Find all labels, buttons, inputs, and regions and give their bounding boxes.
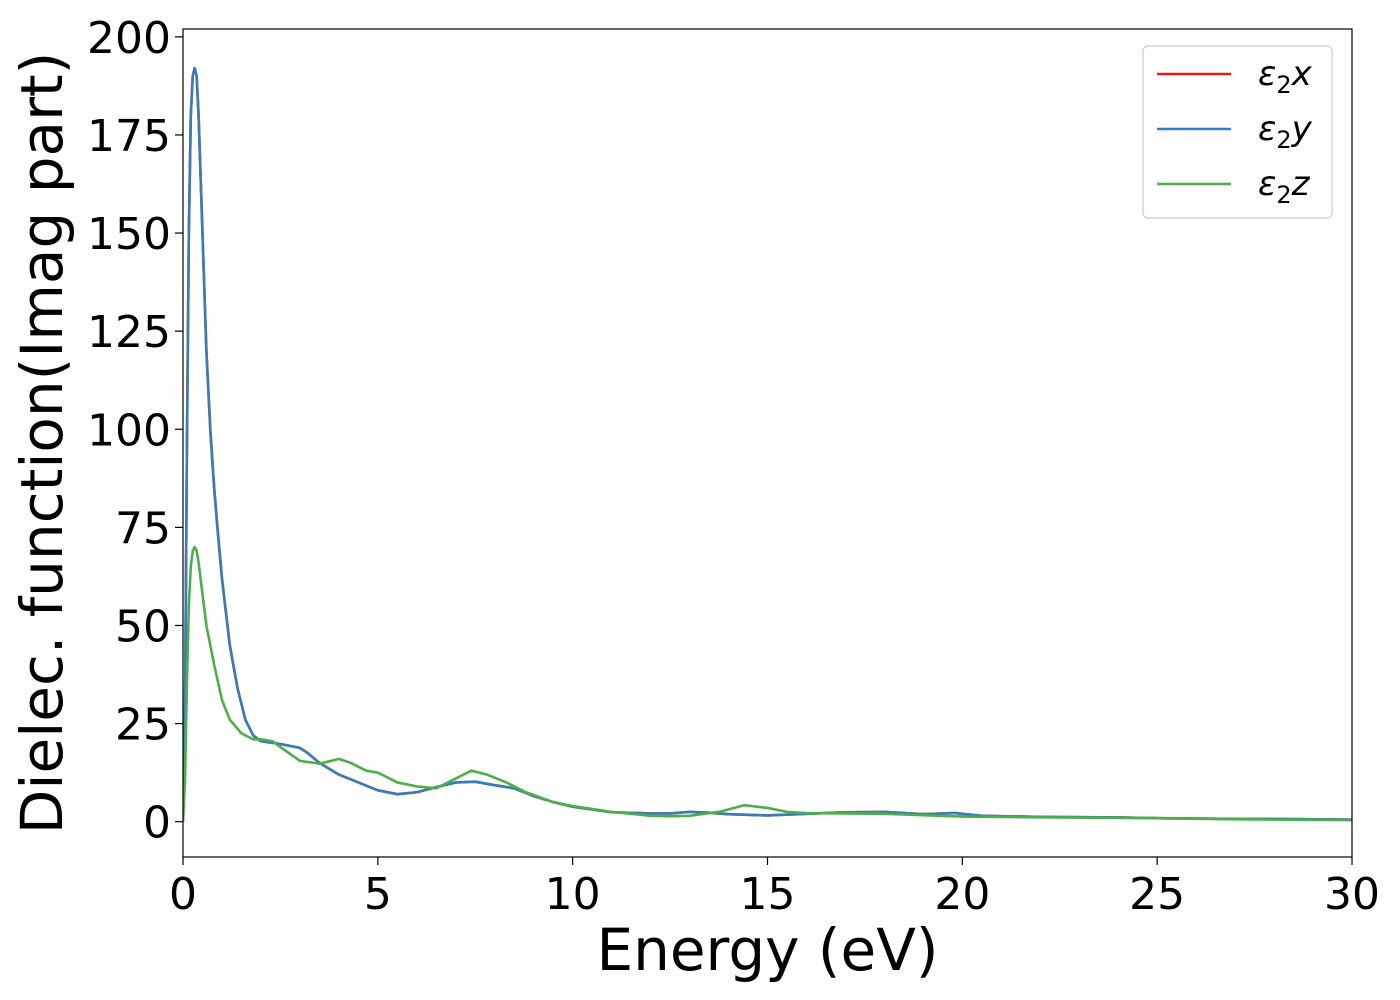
- legend: ε2x ε2y ε2z: [1142, 45, 1333, 219]
- y-tick-label: 150: [87, 209, 171, 260]
- series-line-z: [183, 545, 1352, 822]
- x-tick-label: 10: [545, 869, 601, 920]
- legend-entry: ε2y: [1258, 109, 1313, 154]
- legend-entry: ε2z: [1258, 164, 1311, 209]
- y-tick-label: 200: [87, 13, 171, 64]
- x-tick-label: 30: [1324, 869, 1380, 920]
- y-tick-label: 50: [115, 601, 171, 652]
- legend-box: [1142, 45, 1333, 219]
- y-tick-label: 175: [87, 111, 171, 162]
- x-tick-label: 20: [934, 869, 990, 920]
- x-axis: 0 5 10 15 20 25 30: [169, 857, 1380, 920]
- y-tick-label: 25: [115, 700, 171, 751]
- y-tick-label: 125: [87, 307, 171, 358]
- y-tick-label: 75: [115, 503, 171, 554]
- x-axis-label: Energy (eV): [596, 916, 938, 984]
- y-axis-label: Dielec. function(Imag part): [8, 52, 76, 835]
- x-tick-label: 15: [740, 869, 796, 920]
- y-tick-label: 100: [87, 405, 171, 456]
- x-tick-label: 5: [364, 869, 392, 920]
- y-axis: 0 25 50 75 100 125 150 175 200: [87, 13, 183, 849]
- x-tick-label: 25: [1129, 869, 1185, 920]
- series-line-y: [183, 66, 1352, 822]
- legend-entry: ε2x: [1258, 54, 1313, 99]
- series-layer: [183, 66, 1352, 822]
- x-tick-label: 0: [169, 869, 197, 920]
- y-tick-label: 0: [143, 798, 171, 849]
